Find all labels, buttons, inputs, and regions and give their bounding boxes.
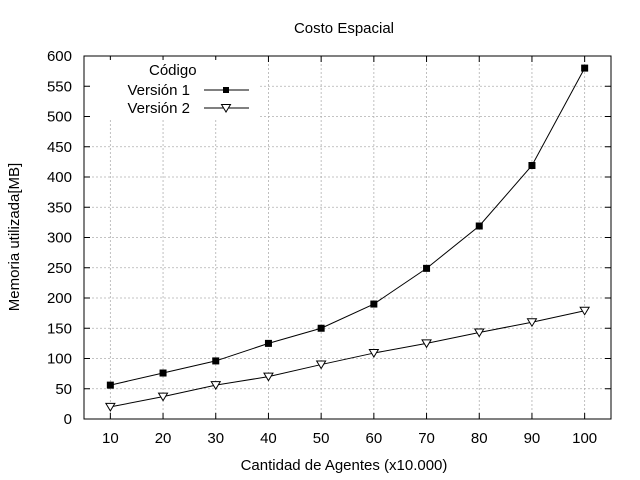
data-point	[264, 339, 272, 347]
legend-label-version-1: Versión 1	[127, 82, 190, 99]
data-point	[473, 328, 485, 338]
data-point	[475, 222, 483, 230]
x-tick-label: 10	[102, 430, 119, 447]
x-tick-label: 20	[155, 430, 172, 447]
grid-lines	[84, 55, 611, 420]
data-point	[315, 360, 327, 370]
data-point	[159, 369, 167, 377]
series-line-versi-n-1	[110, 67, 586, 386]
legend-label-version-2: Versión 2	[127, 100, 190, 117]
data-point	[368, 349, 380, 359]
series-versi-n-2	[104, 306, 591, 412]
series-line-versi-n-2	[110, 310, 585, 408]
data-point	[106, 381, 114, 389]
legend-title: Código	[149, 62, 197, 79]
y-tick-labels: 0 50 100 150 200 250 300 350 400 450 500 550 600	[47, 48, 72, 428]
data-point	[526, 318, 538, 328]
data-point	[157, 392, 169, 402]
data-point	[317, 324, 325, 332]
data-point	[423, 264, 431, 272]
x-tick-label: 90	[524, 430, 541, 447]
legend-marker-version-2	[220, 104, 232, 113]
y-tick-label: 200	[47, 290, 72, 307]
x-tick-label: 50	[313, 430, 330, 447]
data-point	[263, 372, 274, 382]
x-tick-label: 40	[260, 430, 277, 447]
legend-marker-version-1	[223, 87, 229, 93]
y-tick-label: 100	[47, 351, 72, 368]
data-point	[104, 402, 116, 412]
x-axis-label: Cantidad de Agentes (x10.000)	[241, 457, 448, 474]
y-tick-label: 400	[47, 169, 72, 186]
y-tick-label: 550	[47, 78, 72, 95]
series-layer	[104, 64, 591, 412]
y-tick-label: 500	[47, 109, 72, 126]
x-tick-labels: 10 20 30 40 50 60 70 80 90 100	[102, 430, 597, 447]
data-point	[210, 381, 222, 391]
data-point	[581, 64, 589, 72]
y-tick-label: 150	[47, 320, 72, 337]
x-tick-label: 80	[471, 430, 488, 447]
y-tick-label: 50	[55, 381, 72, 398]
y-tick-label: 450	[47, 139, 72, 156]
y-tick-label: 600	[47, 48, 72, 65]
y-tick-label: 0	[64, 411, 72, 428]
x-tick-label: 60	[366, 430, 383, 447]
y-tick-label: 250	[47, 260, 72, 277]
data-point	[528, 162, 536, 170]
x-tick-label: 100	[572, 430, 597, 447]
x-tick-label: 70	[418, 430, 435, 447]
chart-title: Costo Espacial	[294, 20, 394, 37]
data-point	[212, 357, 220, 365]
x-tick-label: 30	[207, 430, 224, 447]
data-point	[370, 300, 378, 308]
data-point	[579, 306, 591, 316]
series-versi-n-1	[106, 64, 589, 389]
y-tick-label: 300	[47, 230, 72, 247]
legend: Código Versión 1 Versión 2	[92, 60, 260, 118]
y-axis-label: Memoria utilizada[MB]	[6, 163, 23, 311]
data-point	[421, 339, 432, 349]
y-tick-label: 350	[47, 199, 72, 216]
